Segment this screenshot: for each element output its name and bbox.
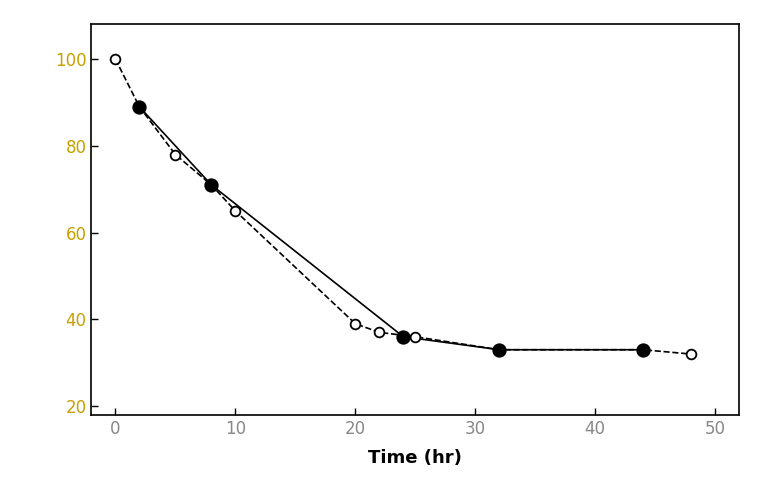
Point: [109, 55, 121, 63]
Point: [133, 103, 146, 111]
Point: [637, 346, 649, 354]
Point: [397, 333, 409, 341]
Point: [229, 207, 242, 215]
Point: [493, 346, 505, 354]
Point: [133, 103, 146, 111]
Point: [169, 151, 181, 159]
X-axis label: Time (hr): Time (hr): [368, 449, 463, 467]
Point: [205, 181, 217, 189]
Point: [373, 328, 386, 336]
Point: [205, 181, 217, 189]
Point: [349, 320, 361, 327]
Point: [685, 350, 697, 358]
Point: [409, 333, 421, 341]
Point: [637, 346, 649, 354]
Point: [493, 346, 505, 354]
